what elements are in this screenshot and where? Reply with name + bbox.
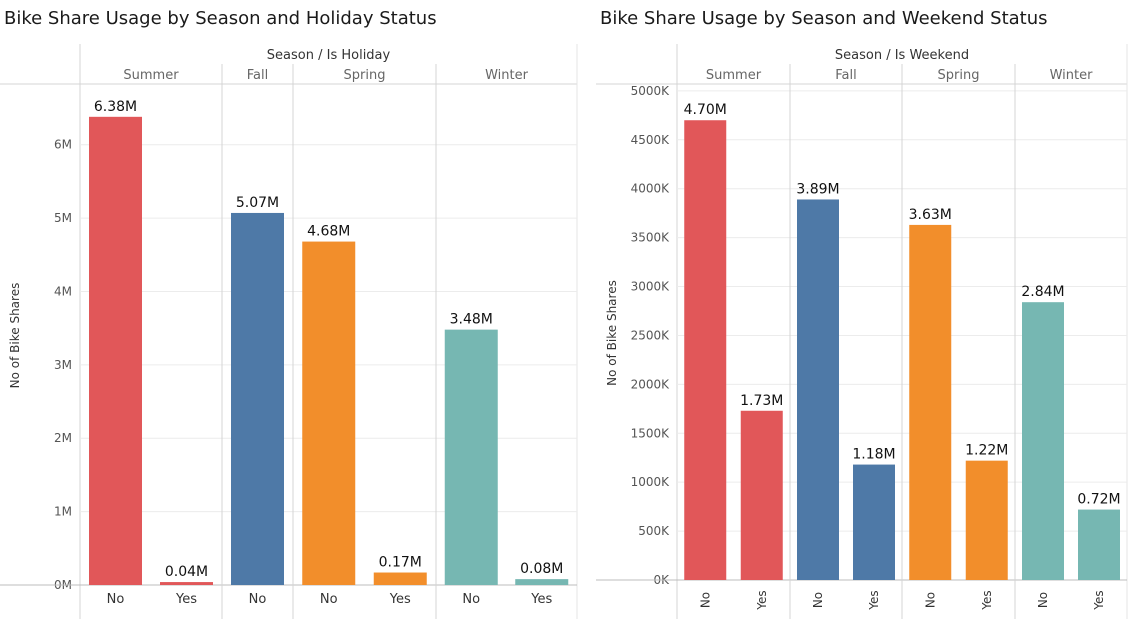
holiday-chart-panel: Bike Share Usage by Season and Holiday S…	[0, 8, 578, 619]
data-label: 5.07M	[236, 195, 279, 211]
y-tick-label: 2000K	[631, 377, 671, 391]
bar	[1022, 302, 1064, 580]
data-label: 3.48M	[450, 312, 493, 328]
season-header: Fall	[247, 68, 268, 83]
data-label: 3.89M	[796, 181, 839, 197]
y-tick-label: 2M	[54, 431, 72, 445]
y-tick-label: 3M	[54, 358, 72, 372]
y-axis-label: No of Bike Shares	[8, 283, 22, 389]
bar	[160, 582, 213, 585]
data-label: 4.68M	[307, 224, 350, 240]
bar	[1078, 509, 1120, 580]
season-header: Spring	[938, 68, 980, 83]
y-tick-label: 4M	[54, 284, 72, 298]
x-tick-label: No	[923, 592, 937, 608]
chart-title: Bike Share Usage by Season and Weekend S…	[600, 8, 1048, 29]
bar	[89, 116, 142, 585]
data-label: 0.72M	[1077, 492, 1120, 508]
x-tick-label: No	[698, 592, 712, 608]
header-label: Season / Is Holiday	[267, 48, 391, 63]
data-label: 0.04M	[165, 564, 208, 580]
data-label: 0.08M	[520, 561, 563, 577]
x-tick-label: No	[249, 592, 267, 607]
data-label: 1.73M	[740, 393, 783, 409]
x-tick-label: No	[107, 592, 125, 607]
y-tick-label: 500K	[638, 524, 670, 538]
y-tick-label: 5000K	[631, 84, 671, 98]
bar	[231, 212, 284, 585]
x-tick-label: Yes	[530, 592, 552, 607]
y-tick-label: 6M	[54, 138, 72, 152]
season-header: Summer	[706, 68, 762, 83]
season-header: Spring	[344, 68, 386, 83]
chart-title: Bike Share Usage by Season and Holiday S…	[4, 8, 437, 29]
bar	[373, 572, 427, 585]
season-header: Winter	[1050, 68, 1094, 83]
data-label: 3.63M	[909, 207, 952, 223]
bar	[515, 579, 569, 585]
bar	[740, 410, 783, 580]
data-label: 0.17M	[379, 555, 422, 571]
y-tick-label: 4500K	[631, 133, 671, 147]
y-tick-label: 4000K	[631, 182, 671, 196]
x-tick-label: No	[320, 592, 338, 607]
y-tick-label: 1500K	[631, 426, 671, 440]
bar	[684, 120, 727, 581]
y-tick-label: 3000K	[631, 280, 671, 294]
weekend-chart: Season / Is Weekend0K500K1000K1500K2000K…	[596, 44, 1128, 619]
season-header: Summer	[123, 68, 179, 83]
bar	[853, 464, 895, 580]
data-label: 2.84M	[1021, 284, 1064, 300]
season-header: Fall	[835, 68, 856, 83]
x-tick-label: No	[1036, 592, 1050, 608]
bar	[909, 224, 952, 581]
x-tick-label: Yes	[867, 590, 881, 610]
x-tick-label: Yes	[389, 592, 411, 607]
data-label: 1.18M	[852, 447, 895, 463]
y-tick-label: 3500K	[631, 231, 671, 245]
season-header: Winter	[485, 68, 529, 83]
x-tick-label: Yes	[755, 590, 769, 610]
y-tick-label: 5M	[54, 211, 72, 225]
y-tick-label: 1M	[54, 505, 72, 519]
data-label: 4.70M	[684, 102, 727, 118]
y-tick-label: 1000K	[631, 475, 671, 489]
bar	[965, 460, 1008, 580]
header-label: Season / Is Weekend	[835, 48, 969, 63]
bar	[444, 329, 498, 585]
x-tick-label: Yes	[175, 592, 197, 607]
x-tick-label: No	[811, 592, 825, 608]
x-tick-label: Yes	[1092, 590, 1106, 610]
data-label: 6.38M	[94, 99, 137, 115]
data-label: 1.22M	[965, 443, 1008, 459]
y-tick-label: 2500K	[631, 328, 671, 342]
y-axis-label: No of Bike Shares	[605, 280, 619, 386]
x-tick-label: Yes	[980, 590, 994, 610]
bar	[797, 199, 839, 580]
x-tick-label: No	[462, 592, 480, 607]
weekend-chart-panel: Bike Share Usage by Season and Weekend S…	[596, 0, 1130, 623]
bar	[302, 241, 356, 585]
